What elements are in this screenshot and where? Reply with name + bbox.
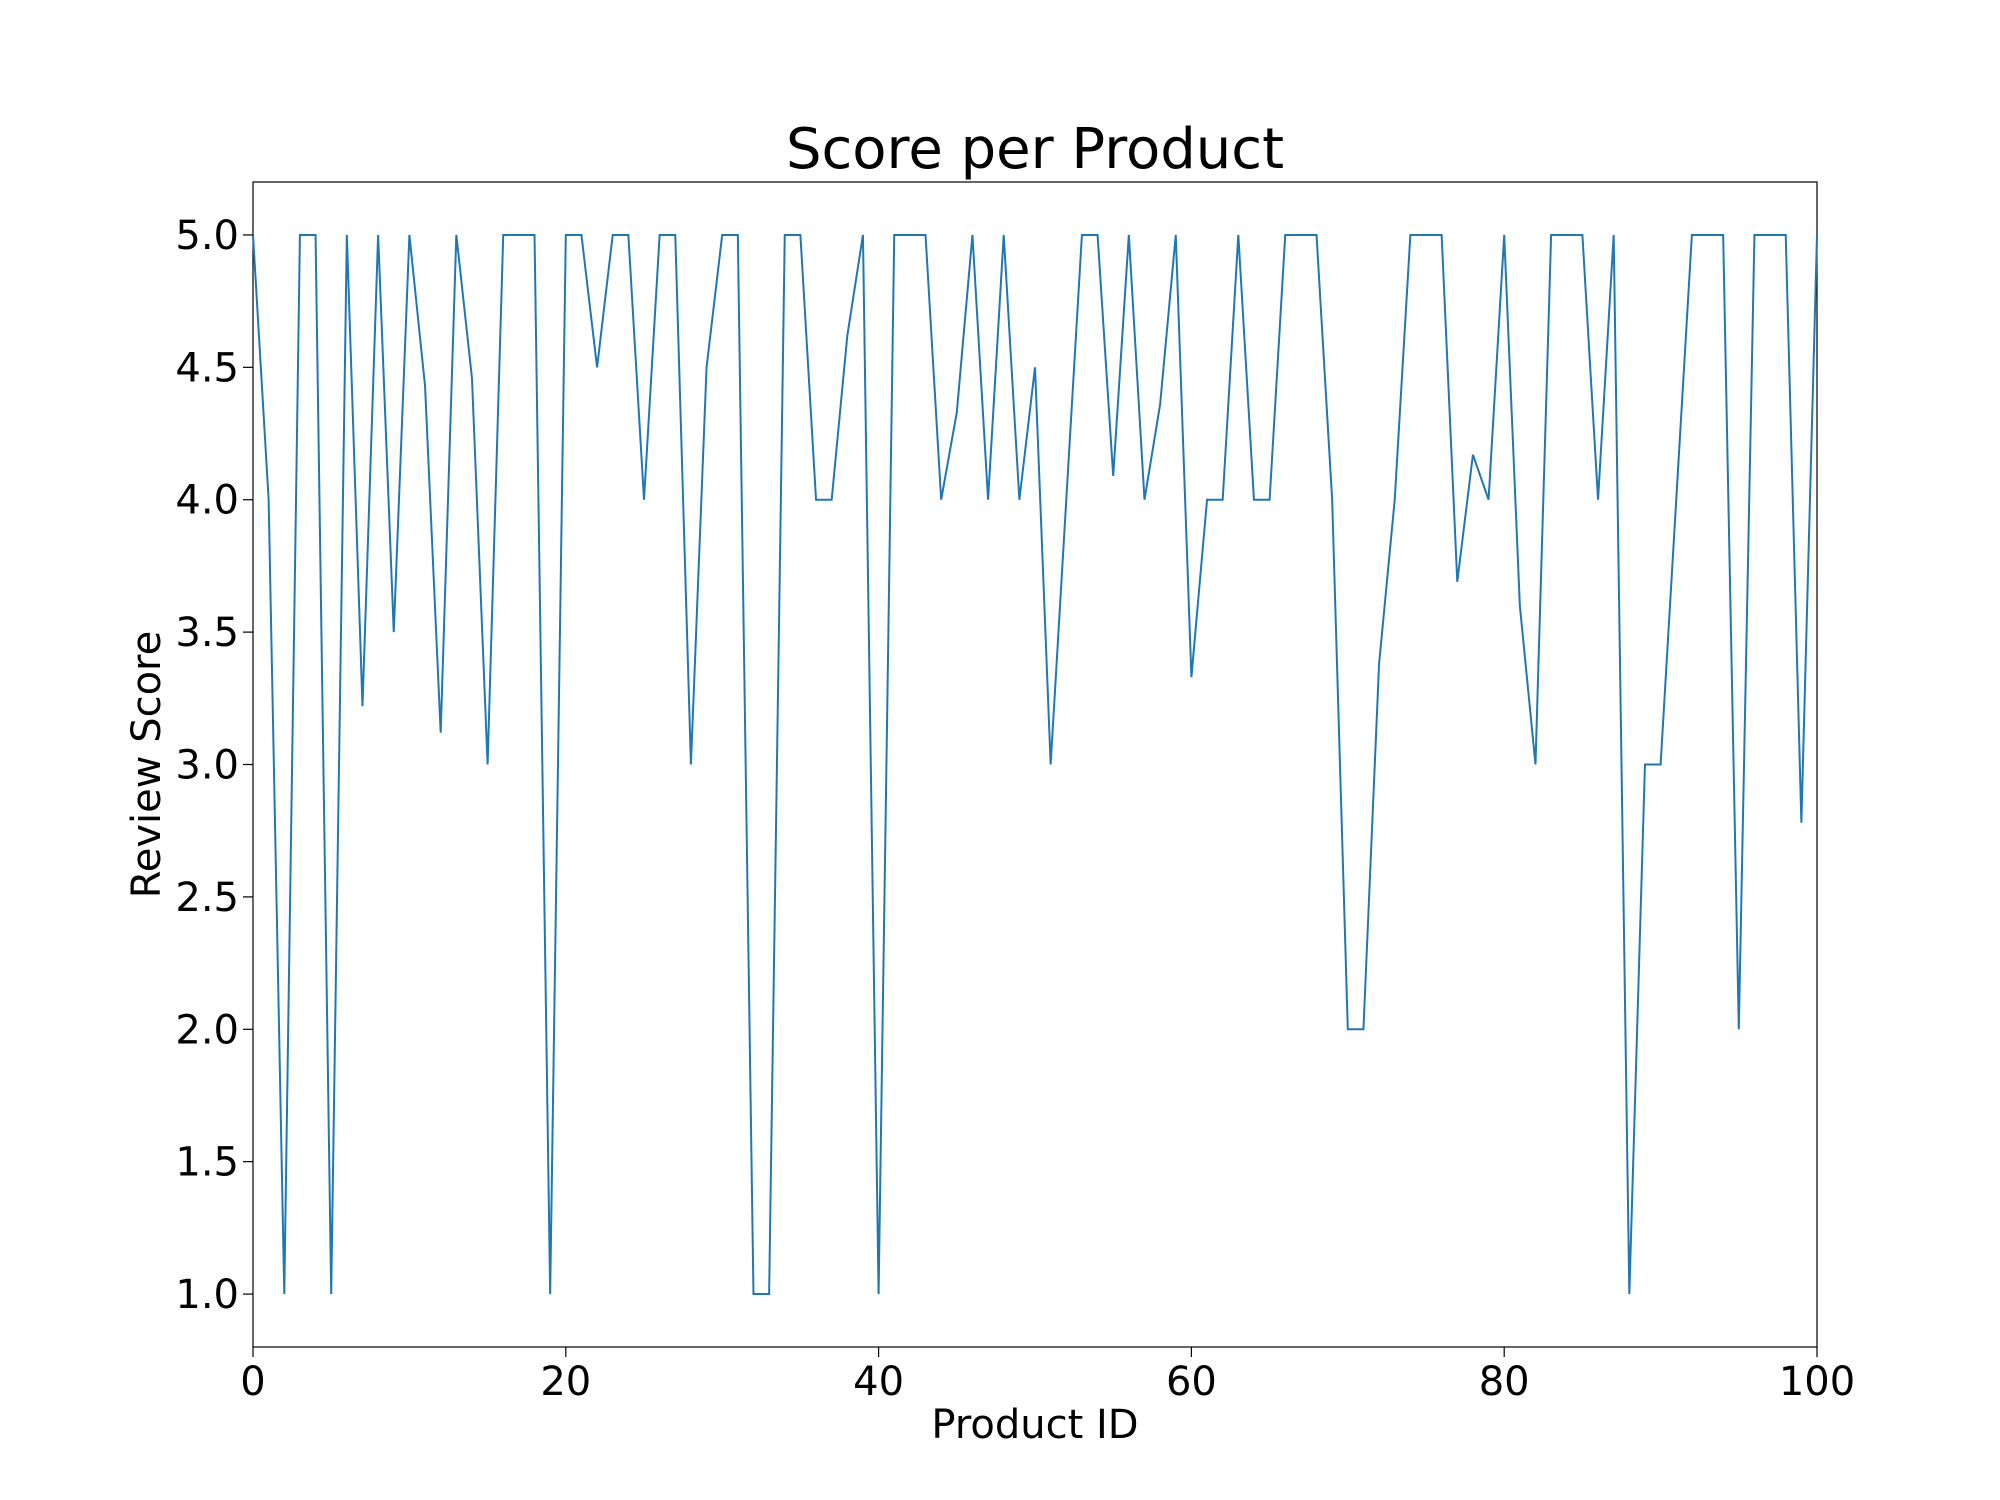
y-tick-label: 3.5	[175, 610, 239, 656]
y-axis-label: Review Score	[124, 631, 170, 898]
y-tick-label: 4.5	[175, 345, 239, 391]
y-tick-label: 3.0	[175, 743, 239, 789]
y-tick-label: 1.5	[175, 1140, 239, 1186]
y-tick-label: 2.0	[175, 1007, 239, 1053]
x-tick-label: 20	[540, 1359, 591, 1405]
x-tick-label: 80	[1479, 1359, 1530, 1405]
y-tick-label: 5.0	[175, 213, 239, 259]
chart-title: Score per Product	[786, 117, 1284, 182]
y-tick-label: 2.5	[175, 875, 239, 921]
x-tick-label: 0	[240, 1359, 265, 1405]
x-tick-label: 60	[1166, 1359, 1217, 1405]
series-line	[252, 233, 1818, 1296]
y-tick-label: 1.0	[175, 1272, 239, 1318]
x-tick-label: 100	[1779, 1359, 1855, 1405]
x-axis-label: Product ID	[931, 1402, 1138, 1448]
x-axis-ticks: 0 20 40 60 80 100	[240, 1347, 1855, 1405]
x-tick-label: 40	[853, 1359, 904, 1405]
y-axis-ticks: 1.0 1.5 2.0 2.5 3.0 3.5 4.0 4.5 5.0	[175, 213, 253, 1318]
y-tick-label: 4.0	[175, 478, 239, 524]
